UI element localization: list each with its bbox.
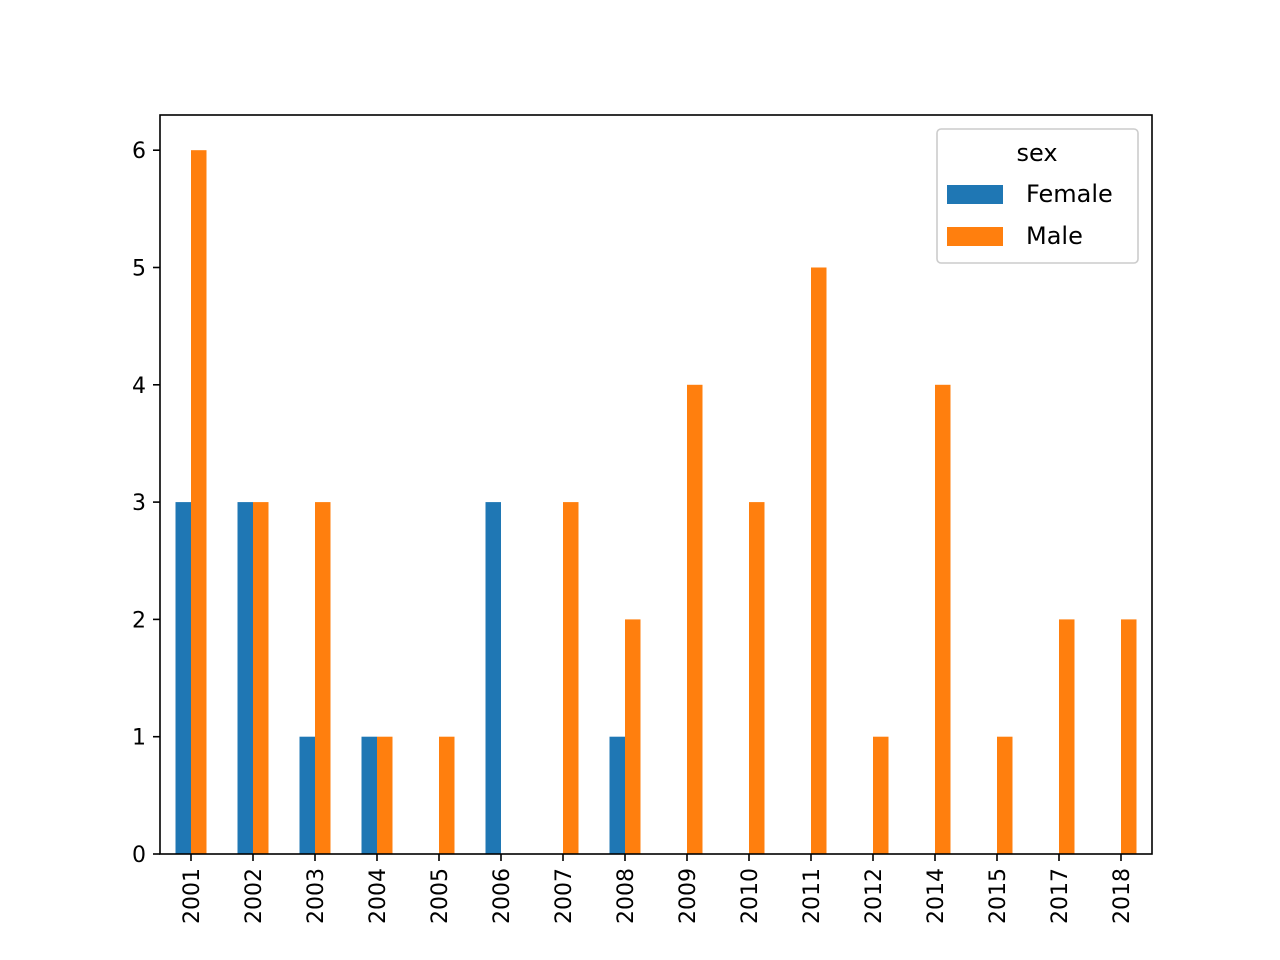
y-tick-label-6: 6	[132, 139, 146, 164]
bar-male-2011	[811, 267, 827, 854]
y-tick-label-5: 5	[132, 256, 146, 281]
x-tick-label-2010: 2010	[738, 868, 763, 924]
legend: sex Female Male	[936, 128, 1139, 264]
x-tick-label-2008: 2008	[614, 868, 639, 924]
bar-male-2010	[749, 502, 765, 854]
bar-male-2015	[997, 736, 1013, 854]
bar-male-2003	[315, 502, 331, 854]
y-tick-label-2: 2	[132, 608, 146, 633]
bar-male-2017	[1059, 619, 1075, 854]
x-tick-label-2002: 2002	[242, 868, 267, 924]
x-tick-label-2005: 2005	[428, 868, 453, 924]
y-tick-label-1: 1	[132, 726, 146, 751]
y-tick-label-3: 3	[132, 491, 146, 516]
bar-female-2001	[175, 502, 191, 854]
x-tick-label-2001: 2001	[180, 868, 205, 924]
bar-female-2006	[485, 502, 501, 854]
x-tick-label-2004: 2004	[366, 868, 391, 924]
x-tick-label-2009: 2009	[676, 868, 701, 924]
x-tick-label-2012: 2012	[862, 868, 887, 924]
bars-layer	[175, 150, 1137, 854]
x-tick-label-2003: 2003	[304, 868, 329, 924]
bar-male-2018	[1121, 619, 1137, 854]
plot-frame	[159, 114, 1153, 855]
bar-male-2009	[687, 384, 703, 854]
y-axis: 0 1 2 3 4 5 6	[132, 139, 160, 868]
bar-male-2002	[253, 502, 269, 854]
bar-female-2003	[299, 736, 315, 854]
bar-male-2007	[563, 502, 579, 854]
legend-swatch-male	[947, 227, 1003, 246]
bar-male-2008	[625, 619, 641, 854]
bar-female-2004	[361, 736, 377, 854]
bar-male-2001	[191, 150, 207, 854]
y-tick-label-0: 0	[132, 843, 146, 868]
bar-male-2012	[873, 736, 889, 854]
x-tick-label-2007: 2007	[552, 868, 577, 924]
x-axis: 2001 2002 2003 2004 2005 2006 2007 2008 2009 2010…	[180, 854, 1135, 924]
legend-label-female: Female	[1026, 180, 1113, 208]
bar-male-2014	[935, 384, 951, 854]
bar-male-2005	[439, 736, 455, 854]
legend-title: sex	[1016, 139, 1057, 167]
legend-swatch-female	[947, 185, 1003, 204]
x-tick-label-2017: 2017	[1048, 868, 1073, 924]
legend-label-male: Male	[1026, 222, 1083, 250]
x-tick-label-2018: 2018	[1110, 868, 1135, 924]
x-tick-label-2014: 2014	[924, 868, 949, 924]
y-tick-label-4: 4	[132, 374, 146, 399]
bar-female-2002	[237, 502, 253, 854]
x-tick-label-2011: 2011	[800, 868, 825, 924]
bar-male-2004	[377, 736, 393, 854]
x-tick-label-2015: 2015	[986, 868, 1011, 924]
x-tick-label-2006: 2006	[490, 868, 515, 924]
bar-female-2008	[609, 736, 625, 854]
